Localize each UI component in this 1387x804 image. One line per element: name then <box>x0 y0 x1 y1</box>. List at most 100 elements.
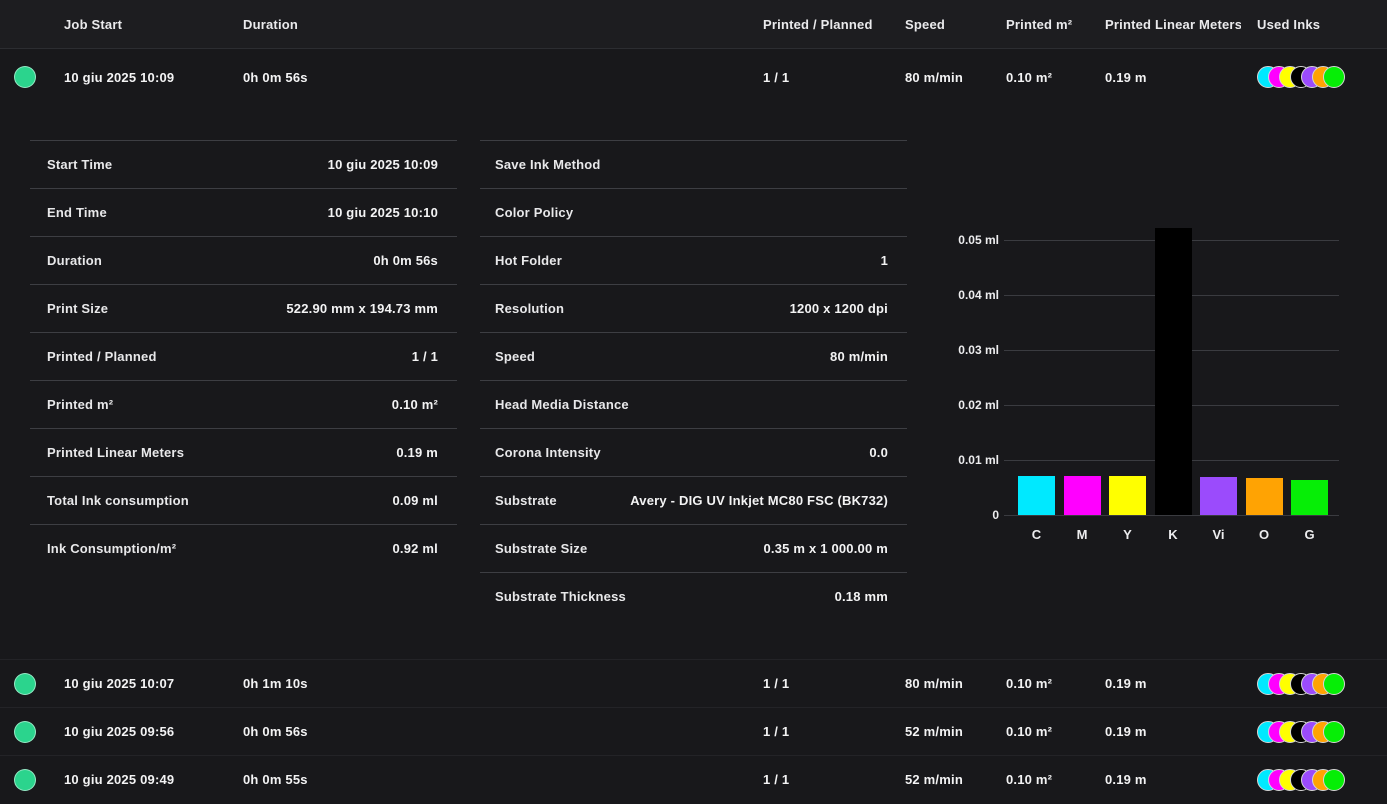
chart-bar-o <box>1245 478 1283 515</box>
detail-value: 80 m/min <box>830 349 888 364</box>
detail-row-color-policy: Color Policy <box>480 188 907 236</box>
duration-cell: 0h 1m 10s <box>243 676 308 691</box>
detail-label: Save Ink Method <box>495 157 601 172</box>
detail-label: Start Time <box>47 157 113 172</box>
printed-planned-cell: 1 / 1 <box>763 772 790 787</box>
detail-value: 0.0 <box>869 445 888 460</box>
detail-row-ink-consumption-m: Ink Consumption/m² 0.92 ml <box>30 524 457 572</box>
job-detail-table-right: Save Ink Method Color Policy Hot Folder 1 Re… <box>480 140 907 620</box>
printed-linear-meters-cell: 0.19 m <box>1105 772 1147 787</box>
speed-cell: 80 m/min <box>905 69 963 85</box>
duration-cell: 0h 0m 56s <box>243 69 308 85</box>
printed-planned-cell: 1 / 1 <box>763 724 790 739</box>
detail-label: Printed / Planned <box>47 349 157 364</box>
detail-value: 10 giu 2025 10:10 <box>327 205 438 220</box>
detail-row-substrate-thickness: Substrate Thickness 0.18 mm <box>480 572 907 620</box>
column-header-printed-planned: Printed / Planned <box>763 16 873 32</box>
detail-label: Printed m² <box>47 397 114 412</box>
x-axis-label-c: C <box>1031 527 1042 542</box>
detail-row-speed: Speed 80 m/min <box>480 332 907 380</box>
detail-value: 0h 0m 56s <box>373 253 438 268</box>
chart-bar-vi <box>1200 477 1237 515</box>
detail-label: Total Ink consumption <box>47 493 189 508</box>
duration-cell: 0h 0m 55s <box>243 772 308 787</box>
status-cell <box>0 66 48 88</box>
detail-label: Color Policy <box>495 205 574 220</box>
used-inks-cell <box>1241 66 1387 88</box>
detail-label: Ink Consumption/m² <box>47 541 177 556</box>
detail-row-head-media-distance: Head Media Distance <box>480 380 907 428</box>
detail-value: 522.90 mm x 194.73 mm <box>286 301 438 316</box>
job-row[interactable]: 10 giu 2025 09:49 0h 0m 55s 1 / 1 52 m/min 0… <box>0 755 1387 803</box>
detail-label: Head Media Distance <box>495 397 629 412</box>
x-axis-label-o: O <box>1258 527 1270 542</box>
x-axis-label-g: G <box>1304 527 1315 542</box>
job-detail-table-left: Start Time 10 giu 2025 10:09 End Time 10 gi… <box>30 140 457 572</box>
column-header-job-start: Job Start <box>64 16 123 32</box>
used-inks-cell <box>1241 720 1387 743</box>
ink-g-icon <box>1323 672 1345 695</box>
job-row[interactable]: 10 giu 2025 09:56 0h 0m 56s 1 / 1 52 m/min 0… <box>0 707 1387 755</box>
detail-label: Corona Intensity <box>495 445 601 460</box>
y-axis-tick-label: 0.03 ml <box>958 343 999 357</box>
speed-cell: 52 m/min <box>905 724 963 739</box>
job-table-header: Job Start Duration Printed / Planned Speed P… <box>0 0 1387 49</box>
status-cell <box>0 720 48 743</box>
duration-cell: 0h 0m 56s <box>243 724 308 739</box>
detail-row-hot-folder: Hot Folder 1 <box>480 236 907 284</box>
column-header-speed: Speed <box>905 16 946 32</box>
x-axis-label-k: K <box>1168 527 1178 542</box>
job-row[interactable]: 10 giu 2025 10:09 0h 0m 56s 1 / 1 80 m/min 0… <box>0 49 1387 105</box>
job-start-cell: 10 giu 2025 09:56 <box>64 724 175 739</box>
detail-label: Resolution <box>495 301 565 316</box>
detail-label: End Time <box>47 205 107 220</box>
detail-row-substrate: Substrate Avery - DIG UV Inkjet MC80 FSC … <box>480 476 907 524</box>
detail-value: 0.35 m x 1 000.00 m <box>763 541 888 556</box>
y-axis-tick-label: 0.02 ml <box>958 398 999 412</box>
detail-value: 10 giu 2025 10:09 <box>327 157 438 172</box>
ink-g-icon <box>1323 768 1345 791</box>
detail-row-print-size: Print Size 522.90 mm x 194.73 mm <box>30 284 457 332</box>
detail-row-total-ink-consumption: Total Ink consumption 0.09 ml <box>30 476 457 524</box>
printed-planned-cell: 1 / 1 <box>763 69 790 85</box>
detail-value: 0.18 mm <box>834 589 888 604</box>
job-start-cell: 10 giu 2025 09:49 <box>64 772 175 787</box>
used-inks-cell <box>1241 672 1387 695</box>
printed-m2-cell: 0.10 m² <box>1006 69 1053 85</box>
job-start-cell: 10 giu 2025 10:09 <box>64 69 175 85</box>
job-status-icon <box>14 720 36 743</box>
printed-m2-cell: 0.10 m² <box>1006 772 1053 787</box>
used-inks-cell <box>1241 768 1387 791</box>
job-start-cell: 10 giu 2025 10:07 <box>64 676 175 691</box>
job-status-icon <box>14 66 36 88</box>
status-cell <box>0 768 48 791</box>
job-row[interactable]: 10 giu 2025 10:07 0h 1m 10s 1 / 1 80 m/min 0… <box>0 659 1387 707</box>
detail-value: 0.92 ml <box>392 541 438 556</box>
detail-value: 0.10 m² <box>391 397 438 412</box>
printed-m2-cell: 0.10 m² <box>1006 724 1053 739</box>
chart-bar-g <box>1291 480 1328 515</box>
x-axis-label-m: M <box>1076 527 1088 542</box>
detail-value: 1 <box>880 253 888 268</box>
y-axis-tick-label: 0 <box>992 508 999 522</box>
chart-bar-y <box>1109 476 1146 515</box>
chart-bar-c <box>1018 476 1055 515</box>
chart-gridline <box>1004 515 1339 516</box>
printed-linear-meters-cell: 0.19 m <box>1105 69 1147 85</box>
detail-row-corona-intensity: Corona Intensity 0.0 <box>480 428 907 476</box>
job-row-expanded-container: 10 giu 2025 10:09 0h 0m 56s 1 / 1 80 m/min 0… <box>0 49 1387 105</box>
detail-value: 0.09 ml <box>392 493 438 508</box>
ink-g-icon <box>1323 720 1345 743</box>
column-header-printed-linear-meters: Printed Linear Meters <box>1105 16 1241 32</box>
detail-label: Substrate Size <box>495 541 588 556</box>
detail-value: 1200 x 1200 dpi <box>789 301 888 316</box>
detail-label: Hot Folder <box>495 253 562 268</box>
column-header-duration: Duration <box>243 16 299 32</box>
x-axis-label-y: Y <box>1123 527 1132 542</box>
ink-consumption-chart: 0.05 ml 0.04 ml 0.03 ml 0.02 ml 0.01 ml 0 C M Y K… <box>930 200 1387 570</box>
detail-row-end-time: End Time 10 giu 2025 10:10 <box>30 188 457 236</box>
printed-linear-meters-cell: 0.19 m <box>1105 724 1147 739</box>
printed-m2-cell: 0.10 m² <box>1006 676 1053 691</box>
detail-row-duration: Duration 0h 0m 56s <box>30 236 457 284</box>
